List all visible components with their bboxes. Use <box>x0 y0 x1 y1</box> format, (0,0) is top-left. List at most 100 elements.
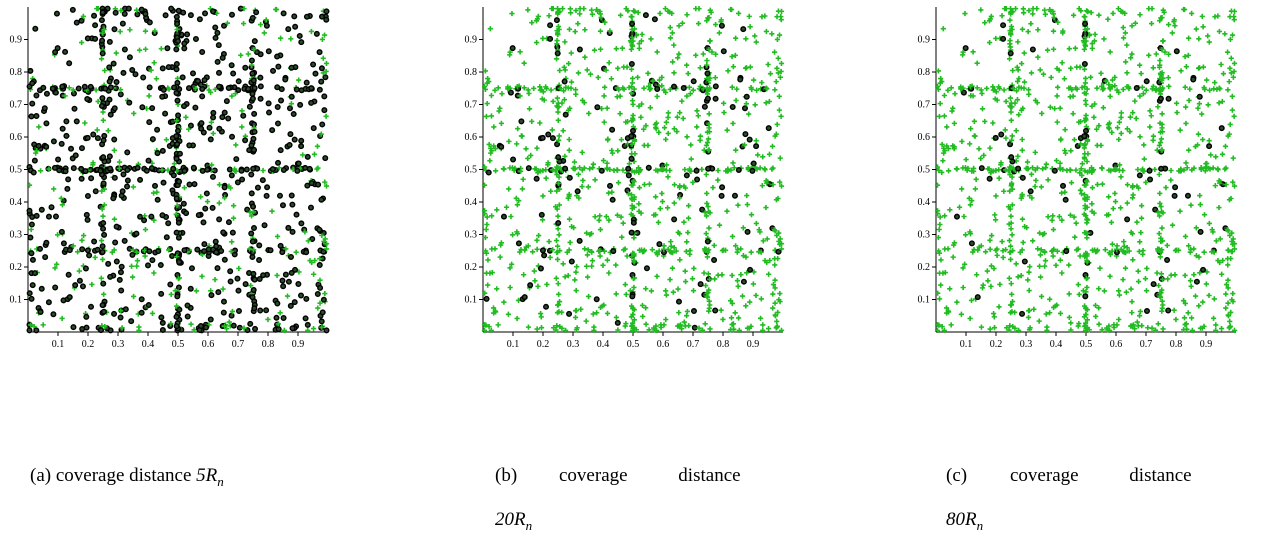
covered-node-point <box>677 323 683 329</box>
covered-node-point <box>629 98 636 104</box>
covered-node-point <box>604 160 610 166</box>
caption-a-prefix: (a) <box>30 465 52 486</box>
uncovered-node-point <box>201 241 208 248</box>
covered-node-point <box>566 147 572 153</box>
covered-node-point <box>233 168 239 174</box>
covered-node-point <box>1008 30 1014 36</box>
covered-node-point <box>686 203 692 209</box>
uncovered-node-point <box>1196 93 1203 100</box>
covered-node-point <box>1181 6 1188 13</box>
covered-node-point <box>589 7 595 13</box>
covered-node-point <box>648 288 655 294</box>
covered-node-point <box>749 86 755 93</box>
covered-node-point <box>1227 36 1234 43</box>
covered-node-point <box>1122 30 1128 36</box>
covered-node-point <box>1130 184 1136 191</box>
covered-node-point <box>1079 172 1085 179</box>
covered-node-point <box>982 20 988 26</box>
uncovered-node-point <box>291 299 298 306</box>
covered-node-point <box>506 138 512 145</box>
uncovered-node-point <box>75 85 82 92</box>
uncovered-node-point <box>220 229 227 236</box>
covered-node-point <box>320 55 326 61</box>
covered-node-point <box>1186 243 1192 249</box>
covered-node-point <box>772 300 778 306</box>
uncovered-node-point <box>279 249 286 256</box>
covered-node-point <box>776 107 782 113</box>
covered-node-point <box>1216 204 1222 211</box>
covered-node-point <box>1013 6 1019 12</box>
covered-node-point <box>962 10 968 17</box>
uncovered-node-point <box>154 150 161 157</box>
uncovered-node-point <box>629 20 636 27</box>
covered-node-point <box>1008 137 1015 143</box>
covered-node-point <box>323 68 329 75</box>
covered-node-point <box>655 168 661 174</box>
covered-node-point <box>1071 214 1077 220</box>
uncovered-node-point <box>250 287 257 294</box>
uncovered-node-point <box>235 78 242 85</box>
covered-node-point <box>1002 127 1008 133</box>
uncovered-node-point <box>84 192 91 199</box>
covered-node-point <box>1230 179 1236 185</box>
covered-node-point <box>679 20 686 26</box>
covered-node-point <box>1009 26 1015 32</box>
covered-node-point <box>704 200 710 207</box>
uncovered-node-point <box>1172 184 1179 191</box>
covered-node-point <box>1055 84 1061 90</box>
covered-node-point <box>707 85 713 91</box>
uncovered-node-point <box>72 152 79 159</box>
covered-node-point <box>1101 288 1108 294</box>
y-tick-label: 0.4 <box>918 197 931 208</box>
covered-node-point <box>258 21 264 28</box>
covered-node-point <box>131 110 137 117</box>
uncovered-node-point <box>253 49 260 56</box>
covered-node-point <box>998 160 1004 166</box>
uncovered-node-point <box>642 12 649 19</box>
covered-node-point <box>1009 309 1015 315</box>
covered-node-point <box>573 7 579 14</box>
covered-node-point <box>640 313 646 320</box>
covered-node-point <box>1147 124 1153 130</box>
uncovered-node-point <box>1051 167 1058 174</box>
uncovered-node-point <box>40 84 47 91</box>
covered-node-point <box>151 190 157 196</box>
covered-node-point <box>607 28 613 34</box>
covered-node-point <box>941 113 948 119</box>
covered-node-point <box>1148 113 1154 119</box>
covered-node-point <box>1000 248 1006 254</box>
covered-node-point <box>970 168 977 174</box>
covered-node-point <box>1036 230 1043 236</box>
uncovered-node-point <box>500 213 507 220</box>
covered-node-point <box>1161 9 1167 15</box>
covered-node-point <box>936 167 942 174</box>
uncovered-node-point <box>181 45 188 52</box>
uncovered-node-point <box>576 46 583 53</box>
covered-node-point <box>546 13 552 19</box>
covered-node-point <box>638 114 644 120</box>
covered-node-point <box>1134 219 1140 225</box>
covered-node-point <box>989 232 995 239</box>
covered-node-point <box>691 265 697 272</box>
covered-node-point <box>1020 239 1026 246</box>
covered-node-point <box>1122 265 1129 271</box>
uncovered-node-point <box>106 78 113 85</box>
covered-node-point <box>589 258 596 264</box>
covered-node-point <box>488 92 495 99</box>
covered-node-point <box>309 259 315 266</box>
uncovered-node-point <box>953 213 960 220</box>
covered-node-point <box>936 322 942 328</box>
covered-node-point <box>241 6 247 12</box>
covered-node-point <box>1152 327 1159 333</box>
covered-node-point <box>1150 65 1156 71</box>
covered-node-point <box>263 17 269 23</box>
uncovered-node-point <box>97 167 104 174</box>
covered-node-point <box>1081 156 1088 162</box>
covered-node-point <box>1147 108 1153 114</box>
covered-node-point <box>750 281 756 287</box>
uncovered-node-point <box>293 211 300 218</box>
covered-node-point <box>507 284 513 291</box>
uncovered-node-point <box>209 173 216 180</box>
covered-node-point <box>1077 170 1083 176</box>
covered-node-point <box>587 166 593 172</box>
